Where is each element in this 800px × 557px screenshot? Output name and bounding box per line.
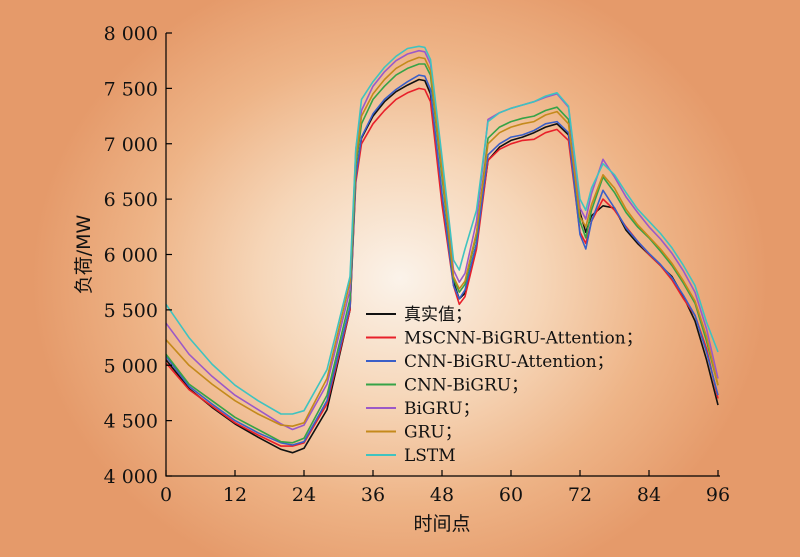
y-tick-label: 5 000 (104, 355, 158, 377)
x-tick-label: 24 (292, 484, 316, 506)
x-axis-label: 时间点 (413, 513, 470, 535)
series-line-7 (165, 45, 719, 415)
x-tick-label: 48 (430, 484, 454, 506)
y-axis-label: 负荷/MW (73, 215, 95, 295)
legend-label: CNN-BiGRU-Attention； (404, 352, 614, 372)
series-line-1 (165, 78, 719, 454)
series-line-6 (165, 56, 719, 428)
legend-label: MSCNN-BiGRU-Attention； (404, 329, 643, 349)
legend-label: BiGRU； (404, 399, 480, 419)
y-tick-label: 7 500 (104, 78, 158, 100)
y-tick-label: 6 500 (104, 189, 158, 211)
y-tick-label: 4 000 (104, 466, 158, 488)
y-tick-label: 6 000 (104, 245, 158, 267)
x-tick-label: 96 (706, 484, 730, 506)
x-tick-label: 72 (568, 484, 592, 506)
legend: 真实值； MSCNN-BiGRU-Attention； CNN-BiGRU-Atte… (366, 305, 643, 466)
y-tick-label: 8 000 (104, 23, 158, 45)
x-tick-label: 84 (637, 484, 661, 506)
legend-label: GRU； (404, 423, 462, 443)
x-tick-label: 36 (361, 484, 385, 506)
x-tick-label: 0 (160, 484, 172, 506)
series-line-5 (165, 49, 719, 431)
legend-label: CNN-BiGRU； (404, 376, 528, 396)
series-layer (165, 45, 719, 454)
y-tick-label: 5 500 (104, 300, 158, 322)
y-tick-label: 7 000 (104, 134, 158, 156)
series-line-3 (165, 74, 719, 446)
legend-label: 真实值； (404, 305, 472, 325)
x-tick-label: 60 (499, 484, 523, 506)
axis-ticks: 0 12 24 36 48 60 72 84 96 4 000 4 500 5 000 5 500 6 0… (104, 23, 731, 506)
legend-label: LSTM (404, 446, 456, 466)
y-tick-label: 4 500 (104, 411, 158, 433)
x-tick-label: 12 (223, 484, 247, 506)
